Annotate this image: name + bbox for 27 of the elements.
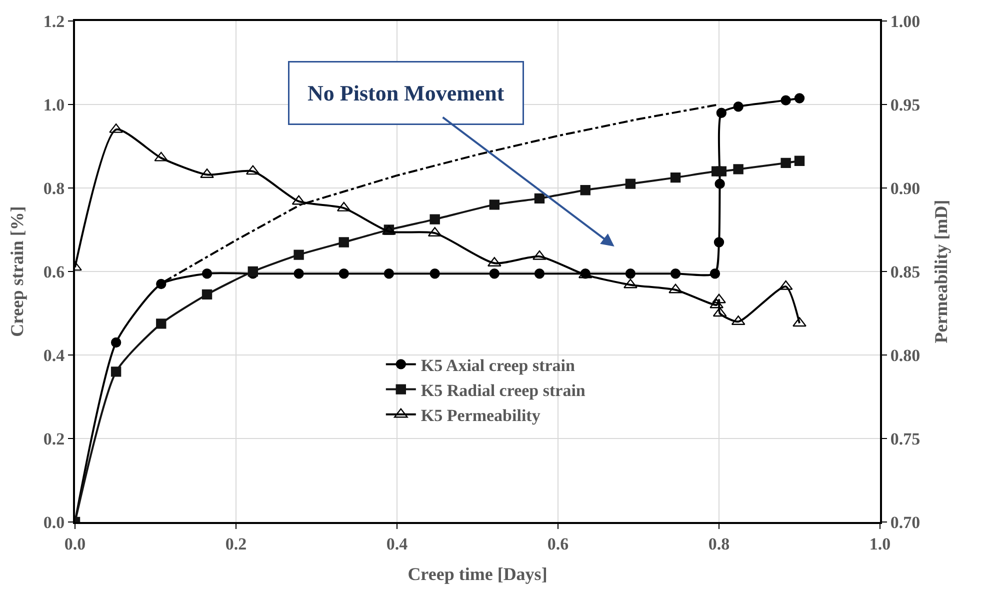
x-tick-label: 1.0 [869,534,891,554]
y2-axis-title: Permeability [mD] [930,200,951,344]
y2-tick-label: 1.00 [890,12,920,31]
y-tick-label: 0.0 [43,512,65,532]
y2-tick-label: 0.80 [890,346,920,365]
x-tick-label: 0.0 [64,534,86,554]
y-axis-title: Creep strain [%] [7,206,28,337]
y-tick-label: 0.2 [43,429,65,448]
y-tick-label: 0.8 [43,178,65,198]
y2-tick-label: 0.75 [890,429,920,448]
y-tick-label: 1.0 [43,95,65,114]
y2-tick-label: 0.95 [890,95,920,114]
y-tick-label: 0.6 [43,262,65,282]
x-axis-title: Creep time [Days] [408,564,548,584]
annotation: No Piston Movement [308,80,505,106]
x-tick-label: 0.6 [547,534,569,554]
y-tick-label: 1.2 [43,12,65,31]
legend-label: K5 Permeability [420,406,541,426]
y2-tick-label: 0.85 [890,262,920,282]
y2-tick-label: 0.90 [890,178,920,198]
y-tick-label: 0.4 [43,346,66,365]
legend-label: K5 Radial creep strain [420,380,586,400]
x-tick-label: 0.8 [708,534,730,554]
x-tick-label: 0.2 [225,534,247,554]
y2-tick-label: 0.70 [890,512,920,532]
x-tick-label: 0.4 [386,534,408,554]
legend-label: K5 Axial creep strain [420,356,576,375]
